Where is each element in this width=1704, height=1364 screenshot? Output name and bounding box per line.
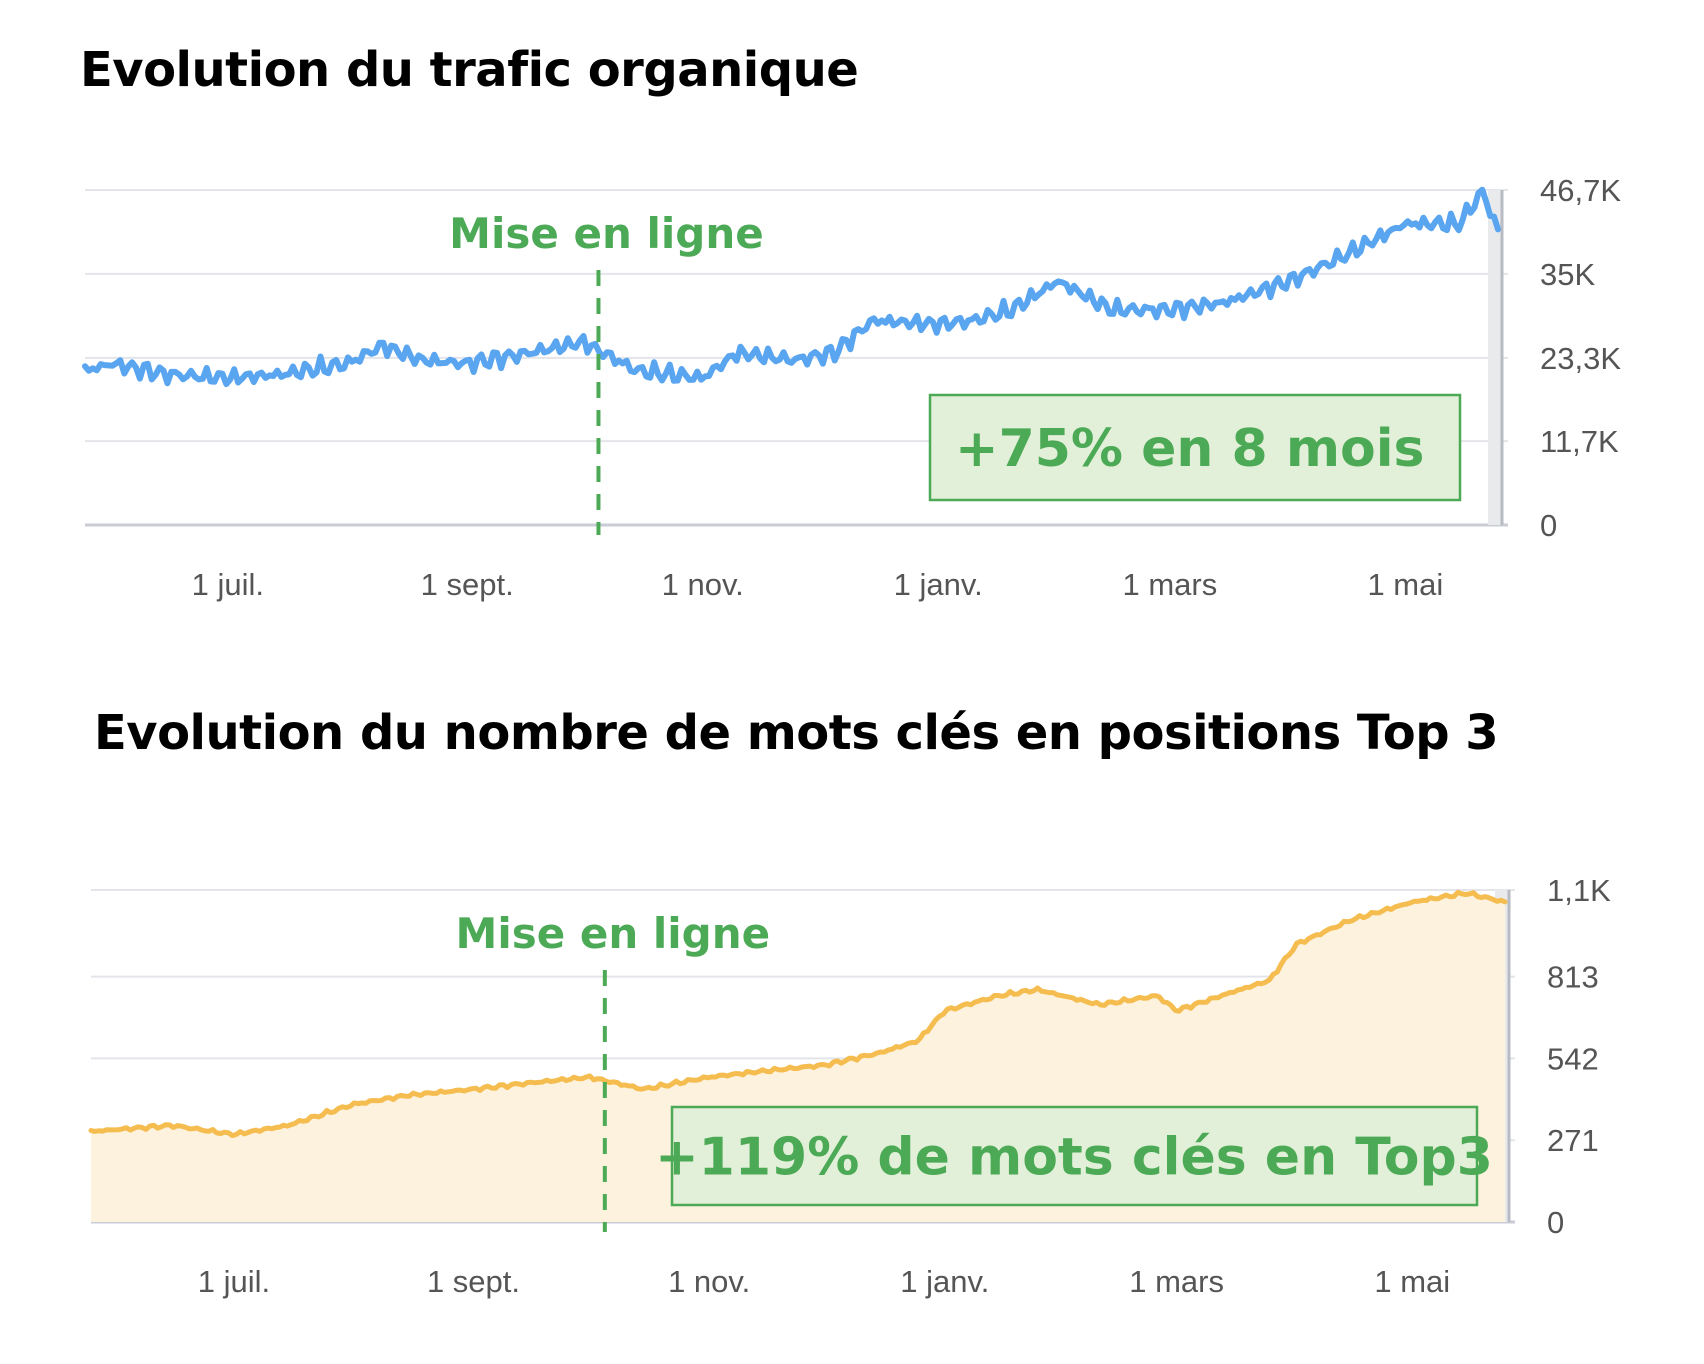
callout-text: +75% en 8 mois (955, 419, 1425, 479)
marker-label-bg (388, 192, 809, 272)
marker-label-bg (394, 892, 815, 972)
callout-box (670, 1105, 1479, 1207)
x-tick-label: 1 juil. (192, 567, 264, 602)
traffic-chart: 46,7K 35K 23,3K 11,7K 0 1 juil. 1 sept. 1 nov. 1… (82, 173, 1621, 602)
y-tick-label: 23,3K (1540, 341, 1621, 376)
x-tick-label: 1 juil. (198, 1264, 270, 1299)
y-tick-label: 813 (1547, 960, 1599, 995)
x-tick-label: 1 mars (1129, 1264, 1224, 1299)
y-tick-label: 11,7K (1540, 424, 1619, 459)
keywords-chart: 1,1K 813 542 271 0 1 juil. 1 sept. 1 nov. 1 janv… (88, 873, 1611, 1299)
y-tick-label: 0 (1547, 1205, 1564, 1240)
launch-marker-label: Mise en ligne (449, 209, 764, 258)
series-line (88, 889, 1508, 1139)
x-tick-label: 1 nov. (662, 567, 744, 602)
plot-edge-shade (1488, 190, 1502, 525)
chart-title: Evolution du trafic organique (80, 42, 859, 98)
launch-marker-label: Mise en ligne (456, 909, 771, 958)
x-tick-label: 1 janv. (894, 567, 983, 602)
series-line (82, 186, 1501, 388)
x-tick-label: 1 sept. (421, 567, 514, 602)
callout-text: +119% de mots clés en Top3 (655, 1128, 1493, 1188)
callout-box (928, 393, 1462, 502)
y-tick-label: 1,1K (1547, 873, 1611, 908)
y-tick-label: 542 (1547, 1041, 1599, 1076)
x-tick-label: 1 nov. (668, 1264, 750, 1299)
y-tick-label: 271 (1547, 1123, 1599, 1158)
x-tick-label: 1 janv. (900, 1264, 989, 1299)
x-tick-label: 1 mai (1367, 567, 1443, 602)
y-tick-label: 35K (1540, 257, 1595, 292)
y-tick-label: 46,7K (1540, 173, 1621, 208)
x-tick-label: 1 sept. (427, 1264, 520, 1299)
x-tick-label: 1 mai (1374, 1264, 1450, 1299)
y-tick-label: 0 (1540, 508, 1557, 543)
x-tick-label: 1 mars (1122, 567, 1217, 602)
chart-title: Evolution du nombre de mots clés en posi… (94, 705, 1499, 761)
